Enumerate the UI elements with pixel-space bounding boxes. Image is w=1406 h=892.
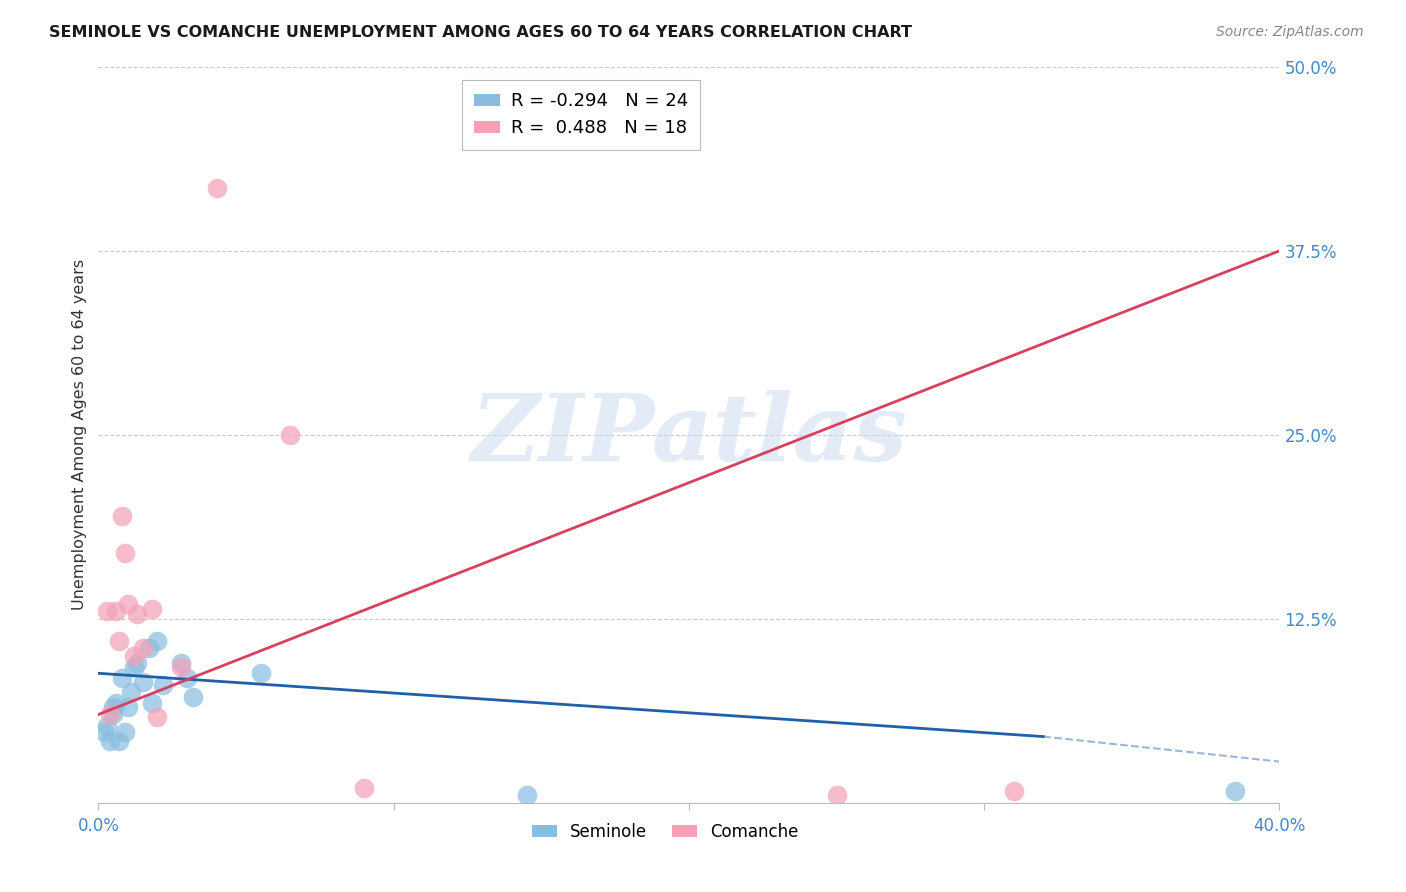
Point bbox=[170, 660, 193, 674]
Point bbox=[132, 641, 155, 656]
Point bbox=[93, 725, 115, 739]
Point bbox=[103, 707, 125, 722]
Point bbox=[152, 678, 174, 692]
Point bbox=[280, 427, 302, 442]
Point bbox=[125, 656, 148, 670]
Point bbox=[120, 685, 142, 699]
Point bbox=[108, 633, 131, 648]
Point bbox=[170, 656, 193, 670]
Point bbox=[141, 696, 163, 710]
Point bbox=[108, 734, 131, 748]
Point bbox=[125, 607, 148, 622]
Point bbox=[114, 545, 136, 560]
Point bbox=[353, 781, 375, 796]
Point bbox=[122, 648, 145, 663]
Text: SEMINOLE VS COMANCHE UNEMPLOYMENT AMONG AGES 60 TO 64 YEARS CORRELATION CHART: SEMINOLE VS COMANCHE UNEMPLOYMENT AMONG … bbox=[49, 25, 912, 40]
Point bbox=[96, 605, 118, 619]
Point bbox=[250, 666, 273, 681]
Point bbox=[98, 707, 121, 722]
Point bbox=[1002, 784, 1025, 798]
Text: Source: ZipAtlas.com: Source: ZipAtlas.com bbox=[1216, 25, 1364, 39]
Point bbox=[117, 597, 139, 611]
Point bbox=[181, 690, 204, 704]
Point bbox=[176, 671, 198, 685]
Point bbox=[114, 725, 136, 739]
Point bbox=[205, 180, 228, 194]
Point bbox=[146, 633, 169, 648]
Point bbox=[132, 675, 155, 690]
Legend: Seminole, Comanche: Seminole, Comanche bbox=[524, 816, 806, 847]
Point bbox=[105, 696, 128, 710]
Point bbox=[146, 710, 169, 724]
Text: ZIPatlas: ZIPatlas bbox=[471, 390, 907, 480]
Point bbox=[105, 605, 128, 619]
Point bbox=[111, 508, 134, 523]
Point bbox=[122, 660, 145, 674]
Point bbox=[825, 789, 848, 803]
Point bbox=[1225, 784, 1247, 798]
Point bbox=[117, 700, 139, 714]
Point bbox=[98, 734, 121, 748]
Point bbox=[111, 671, 134, 685]
Point bbox=[96, 719, 118, 733]
Point bbox=[138, 641, 160, 656]
Point bbox=[141, 601, 163, 615]
Point bbox=[103, 700, 125, 714]
Point bbox=[516, 789, 538, 803]
Y-axis label: Unemployment Among Ages 60 to 64 years: Unemployment Among Ages 60 to 64 years bbox=[72, 260, 87, 610]
